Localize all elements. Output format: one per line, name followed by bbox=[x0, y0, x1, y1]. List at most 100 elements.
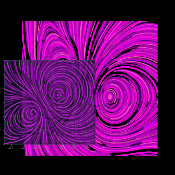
FancyArrowPatch shape bbox=[80, 120, 81, 121]
FancyArrowPatch shape bbox=[116, 50, 117, 51]
FancyArrowPatch shape bbox=[72, 106, 73, 107]
FancyArrowPatch shape bbox=[48, 111, 49, 113]
FancyArrowPatch shape bbox=[116, 37, 117, 38]
FancyArrowPatch shape bbox=[54, 148, 55, 149]
FancyArrowPatch shape bbox=[88, 151, 90, 152]
FancyArrowPatch shape bbox=[60, 148, 61, 149]
FancyArrowPatch shape bbox=[66, 34, 67, 36]
FancyArrowPatch shape bbox=[34, 96, 35, 97]
FancyArrowPatch shape bbox=[31, 84, 32, 85]
FancyArrowPatch shape bbox=[62, 145, 63, 146]
FancyArrowPatch shape bbox=[141, 31, 142, 32]
FancyArrowPatch shape bbox=[151, 124, 153, 125]
FancyArrowPatch shape bbox=[51, 57, 52, 58]
FancyArrowPatch shape bbox=[110, 143, 111, 144]
FancyArrowPatch shape bbox=[150, 70, 151, 71]
FancyArrowPatch shape bbox=[84, 70, 85, 71]
FancyArrowPatch shape bbox=[53, 148, 54, 149]
FancyArrowPatch shape bbox=[128, 126, 130, 127]
FancyArrowPatch shape bbox=[88, 98, 89, 100]
FancyArrowPatch shape bbox=[151, 112, 152, 113]
FancyArrowPatch shape bbox=[131, 119, 133, 120]
FancyArrowPatch shape bbox=[80, 152, 81, 153]
FancyArrowPatch shape bbox=[32, 113, 33, 114]
FancyArrowPatch shape bbox=[146, 109, 147, 110]
FancyArrowPatch shape bbox=[46, 102, 47, 103]
FancyArrowPatch shape bbox=[150, 124, 151, 125]
FancyArrowPatch shape bbox=[36, 101, 37, 102]
FancyArrowPatch shape bbox=[144, 100, 145, 102]
FancyArrowPatch shape bbox=[54, 132, 55, 133]
FancyArrowPatch shape bbox=[44, 87, 45, 88]
FancyArrowPatch shape bbox=[55, 148, 56, 149]
FancyArrowPatch shape bbox=[124, 34, 126, 35]
FancyArrowPatch shape bbox=[86, 82, 87, 83]
FancyArrowPatch shape bbox=[25, 124, 26, 125]
FancyArrowPatch shape bbox=[41, 80, 42, 82]
FancyArrowPatch shape bbox=[69, 145, 70, 147]
FancyArrowPatch shape bbox=[125, 108, 126, 109]
FancyArrowPatch shape bbox=[96, 140, 97, 141]
FancyArrowPatch shape bbox=[68, 89, 69, 90]
FancyArrowPatch shape bbox=[29, 119, 30, 121]
FancyArrowPatch shape bbox=[151, 115, 152, 116]
FancyArrowPatch shape bbox=[45, 95, 46, 96]
FancyArrowPatch shape bbox=[36, 116, 37, 117]
FancyArrowPatch shape bbox=[138, 118, 139, 120]
FancyArrowPatch shape bbox=[114, 51, 115, 52]
FancyArrowPatch shape bbox=[151, 115, 152, 116]
FancyArrowPatch shape bbox=[65, 148, 66, 150]
FancyArrowPatch shape bbox=[73, 105, 74, 106]
FancyArrowPatch shape bbox=[135, 122, 137, 123]
FancyArrowPatch shape bbox=[94, 139, 95, 140]
FancyArrowPatch shape bbox=[77, 146, 78, 148]
FancyArrowPatch shape bbox=[99, 39, 100, 40]
FancyArrowPatch shape bbox=[152, 122, 153, 123]
FancyArrowPatch shape bbox=[138, 27, 139, 28]
FancyArrowPatch shape bbox=[90, 140, 91, 141]
FancyArrowPatch shape bbox=[131, 105, 132, 106]
FancyArrowPatch shape bbox=[44, 87, 45, 88]
FancyArrowPatch shape bbox=[29, 122, 30, 123]
FancyArrowPatch shape bbox=[32, 113, 33, 114]
FancyArrowPatch shape bbox=[141, 33, 142, 34]
FancyArrowPatch shape bbox=[32, 117, 33, 118]
FancyArrowPatch shape bbox=[136, 85, 137, 86]
FancyArrowPatch shape bbox=[49, 151, 50, 152]
FancyArrowPatch shape bbox=[109, 151, 111, 152]
FancyArrowPatch shape bbox=[150, 115, 152, 116]
FancyArrowPatch shape bbox=[90, 67, 91, 68]
FancyArrowPatch shape bbox=[58, 145, 59, 146]
FancyArrowPatch shape bbox=[75, 141, 76, 142]
FancyArrowPatch shape bbox=[44, 100, 45, 101]
FancyArrowPatch shape bbox=[150, 86, 151, 88]
FancyArrowPatch shape bbox=[17, 84, 18, 85]
FancyArrowPatch shape bbox=[44, 87, 45, 88]
FancyArrowPatch shape bbox=[43, 33, 44, 34]
FancyArrowPatch shape bbox=[111, 47, 112, 48]
FancyArrowPatch shape bbox=[33, 89, 34, 90]
FancyArrowPatch shape bbox=[155, 105, 156, 106]
FancyArrowPatch shape bbox=[150, 70, 151, 71]
FancyArrowPatch shape bbox=[77, 120, 78, 121]
FancyArrowPatch shape bbox=[52, 104, 53, 105]
FancyArrowPatch shape bbox=[91, 151, 92, 152]
FancyArrowPatch shape bbox=[44, 101, 45, 102]
FancyArrowPatch shape bbox=[55, 148, 56, 149]
FancyArrowPatch shape bbox=[72, 107, 73, 108]
FancyArrowPatch shape bbox=[45, 105, 46, 106]
FancyArrowPatch shape bbox=[98, 111, 99, 113]
FancyArrowPatch shape bbox=[130, 144, 131, 145]
FancyArrowPatch shape bbox=[60, 149, 61, 150]
FancyArrowPatch shape bbox=[128, 26, 130, 27]
FancyArrowPatch shape bbox=[132, 67, 133, 68]
FancyArrowPatch shape bbox=[103, 76, 104, 77]
FancyArrowPatch shape bbox=[122, 113, 123, 114]
FancyArrowPatch shape bbox=[52, 78, 53, 79]
FancyArrowPatch shape bbox=[55, 148, 56, 149]
FancyArrowPatch shape bbox=[70, 152, 71, 153]
FancyArrowPatch shape bbox=[151, 109, 152, 110]
FancyArrowPatch shape bbox=[61, 139, 62, 140]
FancyArrowPatch shape bbox=[37, 101, 38, 103]
FancyArrowPatch shape bbox=[89, 119, 90, 120]
